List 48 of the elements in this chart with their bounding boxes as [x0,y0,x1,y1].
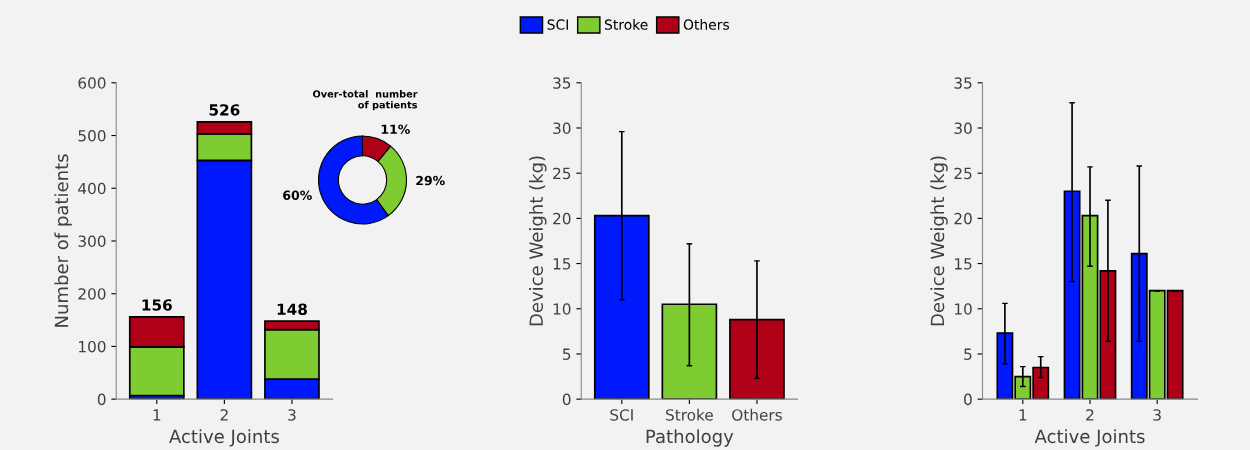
x-tick-label: Stroke [666,408,713,421]
y-tick-label: 300 [78,235,106,247]
y-axis-title: Device Weight (kg) [930,156,948,326]
x-tick-label: 3 [1153,409,1161,421]
x-axis-title: Active Joints [169,429,279,447]
legend-label: Stroke [604,19,648,30]
total-label: 526 [209,104,240,116]
y-tick-label: 25 [954,167,972,180]
y-tick-label: 400 [78,182,106,195]
data-label: 29% [416,175,445,186]
y-tick-label: 20 [553,212,571,225]
y-tick-label: 100 [79,340,106,353]
y-tick-label: 500 [78,129,106,142]
y-tick-label: 15 [955,258,972,270]
y-tick-label: 35 [553,77,571,89]
y-tick-label: 5 [964,348,972,360]
y-tick-label: 30 [553,122,571,135]
y-tick-label: 25 [553,167,571,180]
y-tick-label: 20 [954,212,972,225]
y-axis-title: Device Weight (kg) [529,156,547,326]
total-label: 156 [142,299,172,311]
x-tick-label: Others [732,408,782,421]
x-tick-label: 2 [220,409,228,421]
x-axis-title: Pathology [646,429,734,447]
x-tick-label: SCI [610,409,633,421]
data-label: 60% [283,190,312,200]
total-label: 148 [277,303,307,315]
y-tick-label: 10 [553,303,571,315]
x-axis-title: Active Joints [1034,429,1145,447]
legend-label: Others [683,19,729,30]
data-label: 11% [381,124,410,134]
x-tick-label: 1 [153,409,161,421]
y-tick-label: 0 [562,393,571,406]
x-tick-label: 2 [1086,409,1094,421]
y-axis-title: Number of patients [54,154,72,327]
y-tick-label: 10 [955,303,972,315]
x-tick-label: 3 [288,409,296,421]
y-tick-label: 15 [553,258,571,270]
y-tick-label: 200 [78,288,106,300]
y-tick-label: 0 [964,393,972,406]
y-tick-label: 0 [97,393,106,406]
legend-label: SCI [547,19,568,30]
y-tick-label: 5 [562,348,571,360]
y-tick-label: 35 [954,77,972,89]
x-tick-label: 1 [1019,409,1027,421]
text: Over-total number of patients [313,90,418,111]
y-tick-label: 600 [78,77,106,89]
y-tick-label: 30 [954,122,972,135]
